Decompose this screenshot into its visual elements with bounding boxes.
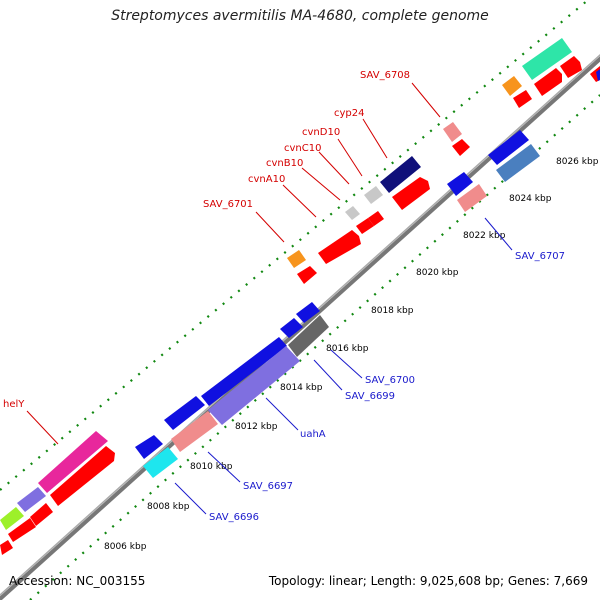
gene-blue-edge[interactable] (596, 69, 600, 81)
gene-label-cvnD10[interactable]: cvnD10 (302, 127, 340, 138)
gene-blue-e1[interactable] (135, 435, 163, 459)
genes-forward (0, 38, 600, 555)
gene-label-SAV_6699[interactable]: SAV_6699 (345, 391, 395, 402)
gene-red-d2[interactable] (534, 68, 562, 96)
leader-line (174, 482, 207, 515)
gene-label-cvnC10[interactable]: cvnC10 (284, 143, 321, 154)
genome-summary-text: Topology: linear; Length: 9,025,608 bp; … (268, 574, 588, 588)
gene-label-SAV_6696[interactable]: SAV_6696 (209, 512, 259, 523)
lower-dotted-track (29, 94, 600, 600)
gene-gray-cvnA[interactable] (345, 206, 360, 220)
gene-label-cvnB10[interactable]: cvnB10 (266, 158, 303, 169)
leader-line (26, 410, 59, 445)
tick-label: 8026 kbp (556, 157, 599, 167)
gene-gray-6700[interactable] (288, 315, 329, 357)
tick-label: 8006 kbp (104, 542, 147, 552)
tick-label: 8022 kbp (463, 231, 506, 241)
gene-lime[interactable] (0, 507, 24, 530)
leader-line (282, 184, 317, 218)
gene-gray-cvnC[interactable] (364, 186, 383, 204)
leader-line (207, 451, 241, 483)
leader-line (411, 82, 441, 118)
tick-label: 8010 kbp (190, 462, 233, 472)
leader-line (362, 118, 388, 159)
gene-blue-e5[interactable] (488, 130, 529, 165)
leader-line (255, 211, 285, 243)
gene-label-cyp24[interactable]: cyp24 (334, 108, 365, 119)
tick-label: 8008 kbp (147, 502, 190, 512)
gene-orange-6701[interactable] (287, 250, 306, 268)
tick-label: 8018 kbp (371, 306, 414, 316)
gene-orange-top[interactable] (502, 76, 522, 96)
gene-red-d3[interactable] (560, 56, 582, 78)
gene-blue-e2[interactable] (164, 396, 205, 430)
gene-label-cvnA10[interactable]: cvnA10 (248, 174, 285, 185)
tick-label: 8012 kbp (235, 422, 278, 432)
gene-slate-uahA[interactable] (208, 346, 300, 425)
leader-line (337, 138, 363, 177)
gene-blue-6699[interactable] (280, 318, 303, 338)
gene-label-SAV_6697[interactable]: SAV_6697 (243, 481, 293, 492)
leader-line (265, 397, 299, 431)
gene-label-uahA[interactable]: uahA (300, 429, 326, 440)
leader-line (301, 167, 341, 201)
leader-line (318, 151, 350, 185)
upper-dotted-track (0, 0, 590, 491)
forward-gene-labels: helY SAV_6701 cvnA10 cvnB10 cvnC10 cvnD1… (3, 70, 441, 445)
tick-label: 8014 kbp (280, 383, 323, 393)
gene-steel[interactable] (496, 144, 540, 182)
tick-label: 8024 kbp (509, 194, 552, 204)
gene-red-b2[interactable] (318, 230, 361, 264)
gene-label-SAV_6700[interactable]: SAV_6700 (365, 375, 415, 386)
gene-blue-6707[interactable] (447, 172, 473, 196)
gene-pink-6707[interactable] (457, 184, 487, 212)
accession-text: Accession: NC_003155 (9, 574, 146, 588)
leader-line (313, 359, 343, 391)
tick-label: 8020 kbp (416, 268, 459, 278)
gene-red-b5[interactable] (392, 177, 430, 210)
gene-teal-top[interactable] (522, 38, 572, 80)
gene-cyan-6696[interactable] (143, 447, 178, 478)
gene-blue-e4[interactable] (296, 302, 320, 323)
gene-red-a2[interactable] (8, 518, 36, 542)
gene-red-a3[interactable] (30, 503, 53, 526)
gene-red-b4[interactable] (368, 211, 384, 226)
gene-label-SAV_6701[interactable]: SAV_6701 (203, 199, 253, 210)
gene-label-helY[interactable]: helY (3, 399, 25, 410)
position-ticks: 8006 kbp 8008 kbp 8010 kbp 8012 kbp 8014… (104, 157, 599, 552)
gene-red-b3[interactable] (356, 218, 374, 234)
gene-label-SAV_6707[interactable]: SAV_6707 (515, 251, 565, 262)
leader-line (484, 217, 513, 251)
gene-red-b1[interactable] (297, 266, 317, 284)
gene-navy-cyp24[interactable] (380, 156, 421, 193)
gene-pink-6708[interactable] (443, 122, 462, 142)
gene-red-c1[interactable] (452, 139, 470, 156)
gene-pink-6697[interactable] (171, 411, 218, 452)
gene-red-a4[interactable] (50, 446, 115, 506)
gene-label-SAV_6708[interactable]: SAV_6708 (360, 70, 410, 81)
tick-label: 8016 kbp (326, 344, 369, 354)
gene-red-d1[interactable] (513, 90, 532, 108)
gene-red-a1[interactable] (0, 540, 13, 555)
gene-blue-e3[interactable] (201, 337, 287, 406)
gene-magenta-helY[interactable] (38, 431, 108, 493)
genes-reverse (135, 69, 600, 478)
leader-line (330, 349, 363, 379)
map-title: Streptomyces avermitilis MA-4680, comple… (111, 8, 489, 24)
reverse-gene-labels: SAV_6696 SAV_6697 uahA SAV_6699 SAV_6700… (174, 217, 565, 523)
gene-slate-left[interactable] (17, 487, 46, 512)
